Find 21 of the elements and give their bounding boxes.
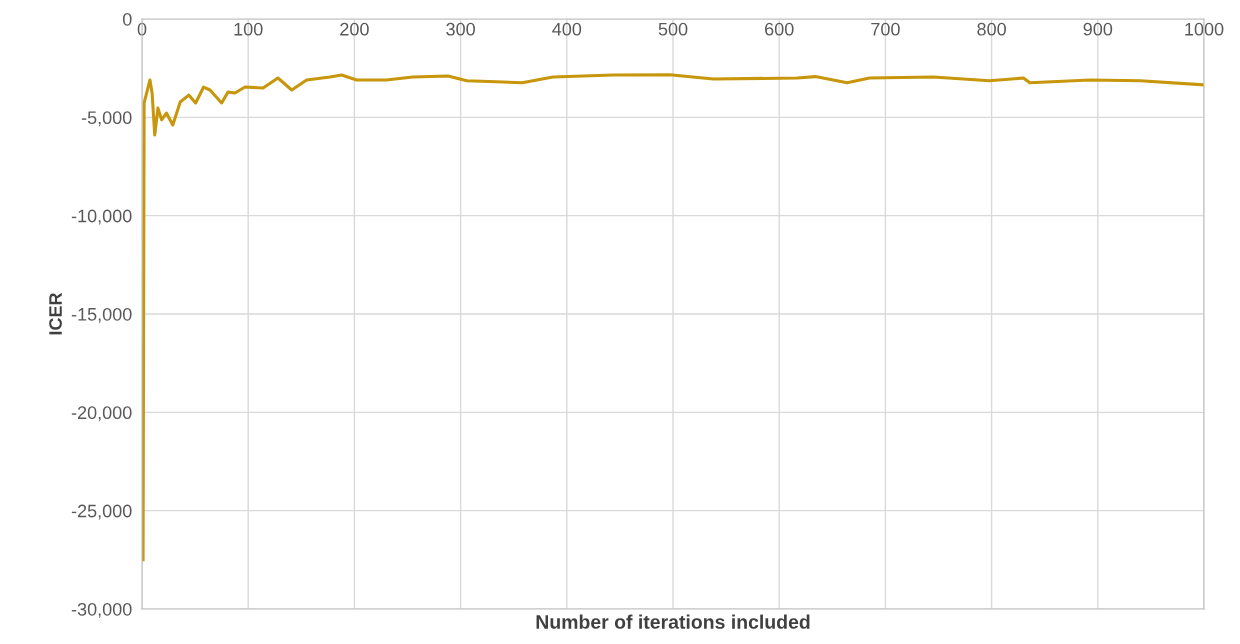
x-tick-label: 100: [234, 22, 263, 36]
x-tick-label: 600: [765, 22, 794, 36]
y-tick-label: -30,000: [71, 602, 132, 618]
y-axis-title: ICER: [49, 292, 62, 335]
x-tick-label: 900: [1083, 22, 1113, 36]
y-tick-label: -25,000: [71, 504, 132, 520]
y-tick-label: -20,000: [71, 406, 132, 422]
line-series: [142, 73, 1204, 562]
x-tick-label: 0: [137, 22, 147, 36]
x-tick-label: 500: [658, 22, 688, 36]
y-tick-label: -5,000: [81, 111, 132, 127]
x-tick-label: 300: [446, 22, 475, 36]
x-tick-label: 700: [871, 22, 900, 36]
x-tick-label: 800: [977, 22, 1006, 36]
x-tick-label: 400: [552, 22, 582, 36]
y-tick-label: -15,000: [71, 307, 132, 323]
x-tick-label: 1000: [1185, 22, 1224, 36]
y-tick-label: 0: [122, 12, 132, 26]
x-axis-title: Number of iterations included: [536, 614, 810, 629]
y-tick-label: -10,000: [71, 209, 132, 225]
x-tick-label: 200: [340, 22, 369, 36]
